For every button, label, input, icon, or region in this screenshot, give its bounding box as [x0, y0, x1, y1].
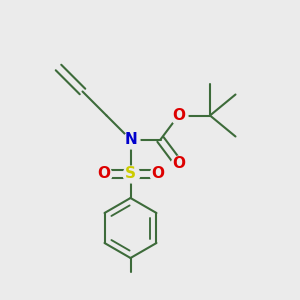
- Text: O: O: [172, 108, 185, 123]
- Text: O: O: [172, 156, 185, 171]
- Text: S: S: [125, 167, 136, 182]
- Text: N: N: [124, 132, 137, 147]
- Text: O: O: [151, 167, 164, 182]
- Text: O: O: [97, 167, 110, 182]
